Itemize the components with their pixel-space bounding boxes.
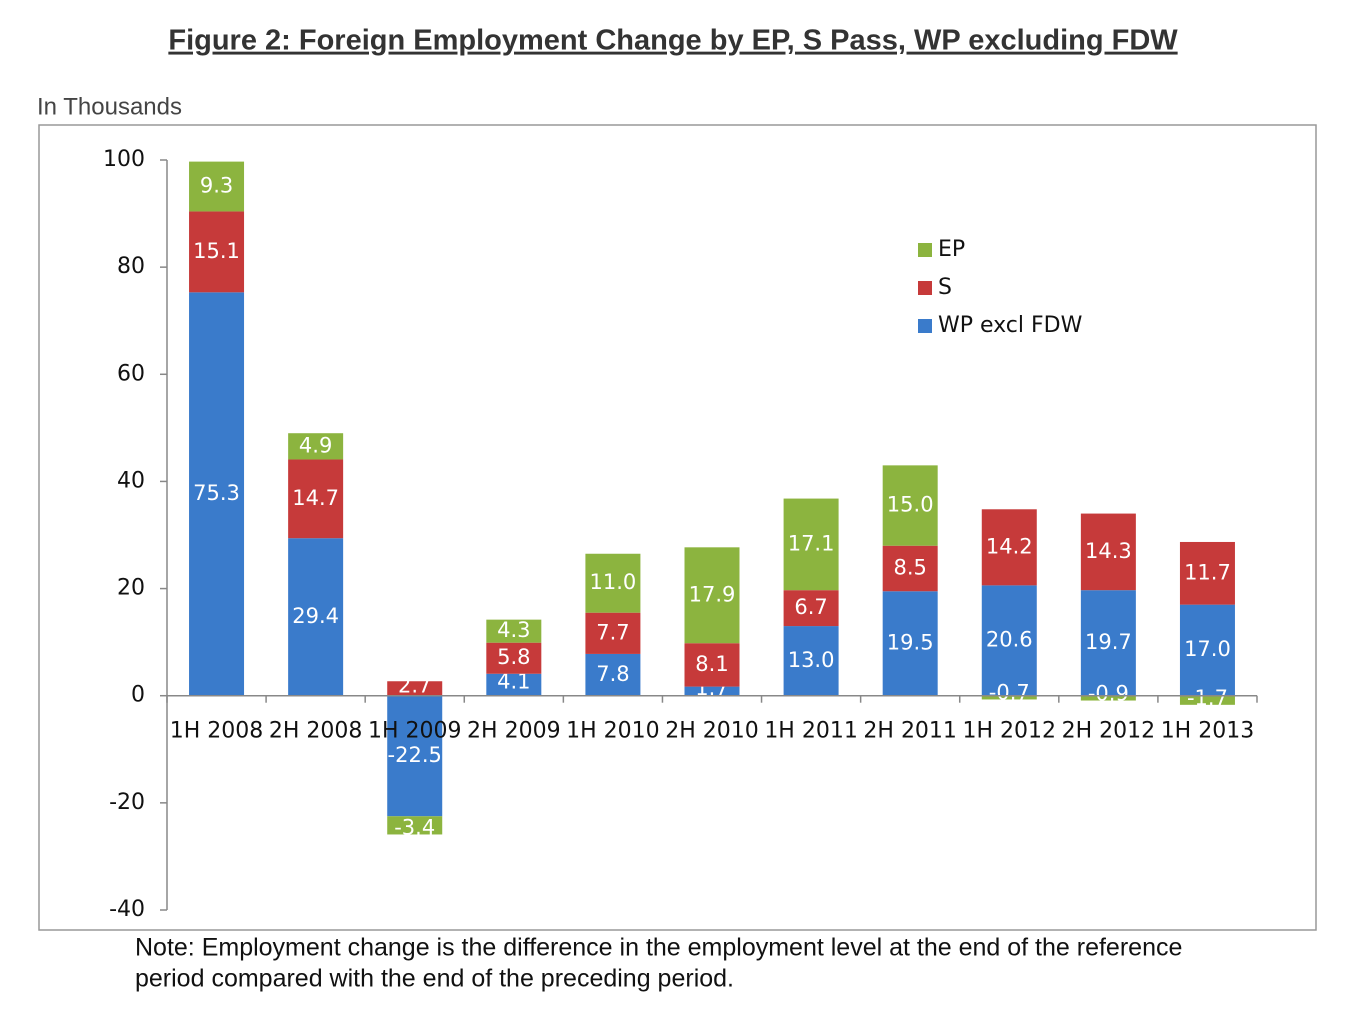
- bar-segment: [288, 538, 344, 696]
- data-label: 14.7: [292, 486, 339, 510]
- x-tick-label: 1H 2012: [963, 719, 1057, 744]
- y-tick-label: 100: [103, 147, 145, 172]
- x-tick-label: 1H 2010: [566, 719, 660, 744]
- data-label: 7.7: [596, 620, 629, 644]
- data-label: 8.1: [695, 652, 728, 676]
- data-label: 17.1: [788, 531, 835, 555]
- data-label: 11.7: [1184, 560, 1231, 584]
- y-tick-label: -40: [109, 897, 145, 922]
- bar-segment: [783, 626, 839, 696]
- bar-segment: [684, 643, 740, 687]
- bar-segment: [684, 686, 740, 696]
- x-tick-label: 2H 2011: [863, 719, 957, 744]
- bar-segment: [585, 612, 641, 654]
- bar-segment: [684, 547, 740, 644]
- x-tick-label: 2H 2012: [1062, 719, 1156, 744]
- bar-segment: [387, 695, 443, 817]
- y-tick-label: 80: [117, 254, 145, 279]
- data-label: 5.8: [497, 645, 530, 669]
- bar-segment: [189, 161, 245, 212]
- y-axis-label: In Thousands: [37, 93, 182, 120]
- x-tick-label: 1H 2011: [764, 719, 858, 744]
- bar-segment: [1179, 604, 1235, 696]
- data-label: -22.5: [388, 743, 442, 767]
- data-label: 6.7: [794, 595, 827, 619]
- bar-segment: [882, 465, 938, 546]
- legend-swatch: [918, 281, 932, 295]
- y-tick-label: 0: [131, 683, 145, 708]
- data-label: 29.4: [292, 604, 339, 628]
- bar-segment: [486, 619, 542, 643]
- data-label: 20.6: [986, 628, 1033, 652]
- x-tick-label: 2H 2009: [467, 719, 561, 744]
- bar-segment: [1080, 513, 1136, 591]
- data-label: 13.0: [788, 648, 835, 672]
- x-tick-label: 1H 2009: [368, 719, 462, 744]
- data-label: 11.0: [590, 570, 637, 594]
- bar-segment: [1179, 695, 1235, 705]
- x-tick-label: 1H 2008: [170, 719, 264, 744]
- bar-segment: [1179, 541, 1235, 605]
- note: Note: Employment change is the differenc…: [135, 934, 1182, 962]
- bar-segment: [288, 433, 344, 460]
- data-label: 2.7: [398, 673, 431, 697]
- bar-segment: [288, 459, 344, 539]
- legend-swatch: [918, 319, 932, 333]
- bar-segment: [486, 642, 542, 674]
- x-tick-label: 2H 2010: [665, 719, 759, 744]
- data-label: 9.3: [200, 174, 233, 198]
- data-label: 19.7: [1085, 630, 1132, 654]
- x-tick-label: 2H 2008: [269, 719, 363, 744]
- data-label: 7.8: [596, 662, 629, 686]
- bar-segment: [387, 681, 443, 696]
- legend-label: EP: [938, 237, 965, 262]
- data-label: 15.0: [887, 493, 934, 517]
- legend-label: S: [938, 275, 952, 300]
- plot-frame: [38, 124, 1317, 931]
- data-label: 14.2: [986, 534, 1033, 558]
- y-tick-label: 40: [117, 468, 145, 493]
- y-tick-label: 20: [117, 576, 145, 601]
- bar-segment: [882, 591, 938, 696]
- bar-segment: [486, 673, 542, 696]
- data-label: -1.7: [1187, 686, 1228, 710]
- bar-segment: [882, 545, 938, 592]
- bar-segment: [783, 590, 839, 627]
- bar-segment: [189, 292, 245, 696]
- bar-segment: [981, 509, 1037, 586]
- chart-title: Figure 2: Foreign Employment Change by E…: [168, 25, 1178, 57]
- data-label: -0.7: [989, 680, 1030, 704]
- data-label: 75.3: [193, 481, 240, 505]
- bar-segment: [783, 498, 839, 591]
- note: period compared with the end of the prec…: [135, 965, 734, 993]
- bar-segment: [981, 585, 1037, 696]
- bar-segment: [189, 211, 245, 293]
- data-label: 17.0: [1184, 637, 1231, 661]
- data-label: 4.3: [497, 618, 530, 642]
- data-label: -0.9: [1088, 682, 1129, 706]
- bar-segment: [585, 653, 641, 696]
- data-label: 4.9: [299, 433, 332, 457]
- bar-segment: [387, 816, 443, 835]
- data-label: 15.1: [193, 239, 240, 263]
- bar-segment: [585, 553, 641, 613]
- data-label: 8.5: [893, 555, 926, 579]
- bar-segment: [981, 695, 1037, 700]
- y-tick-label: -20: [109, 790, 145, 815]
- x-tick-label: 1H 2013: [1161, 719, 1255, 744]
- data-label: 19.5: [887, 630, 934, 654]
- bar-segment: [1080, 590, 1136, 696]
- legend-swatch: [918, 243, 932, 257]
- bar-segment: [1080, 695, 1136, 701]
- data-label: -3.4: [394, 815, 435, 839]
- data-label: 17.9: [689, 582, 736, 606]
- data-label: 14.3: [1085, 539, 1132, 563]
- legend-label: WP excl FDW: [938, 313, 1083, 338]
- y-tick-label: 60: [117, 361, 145, 386]
